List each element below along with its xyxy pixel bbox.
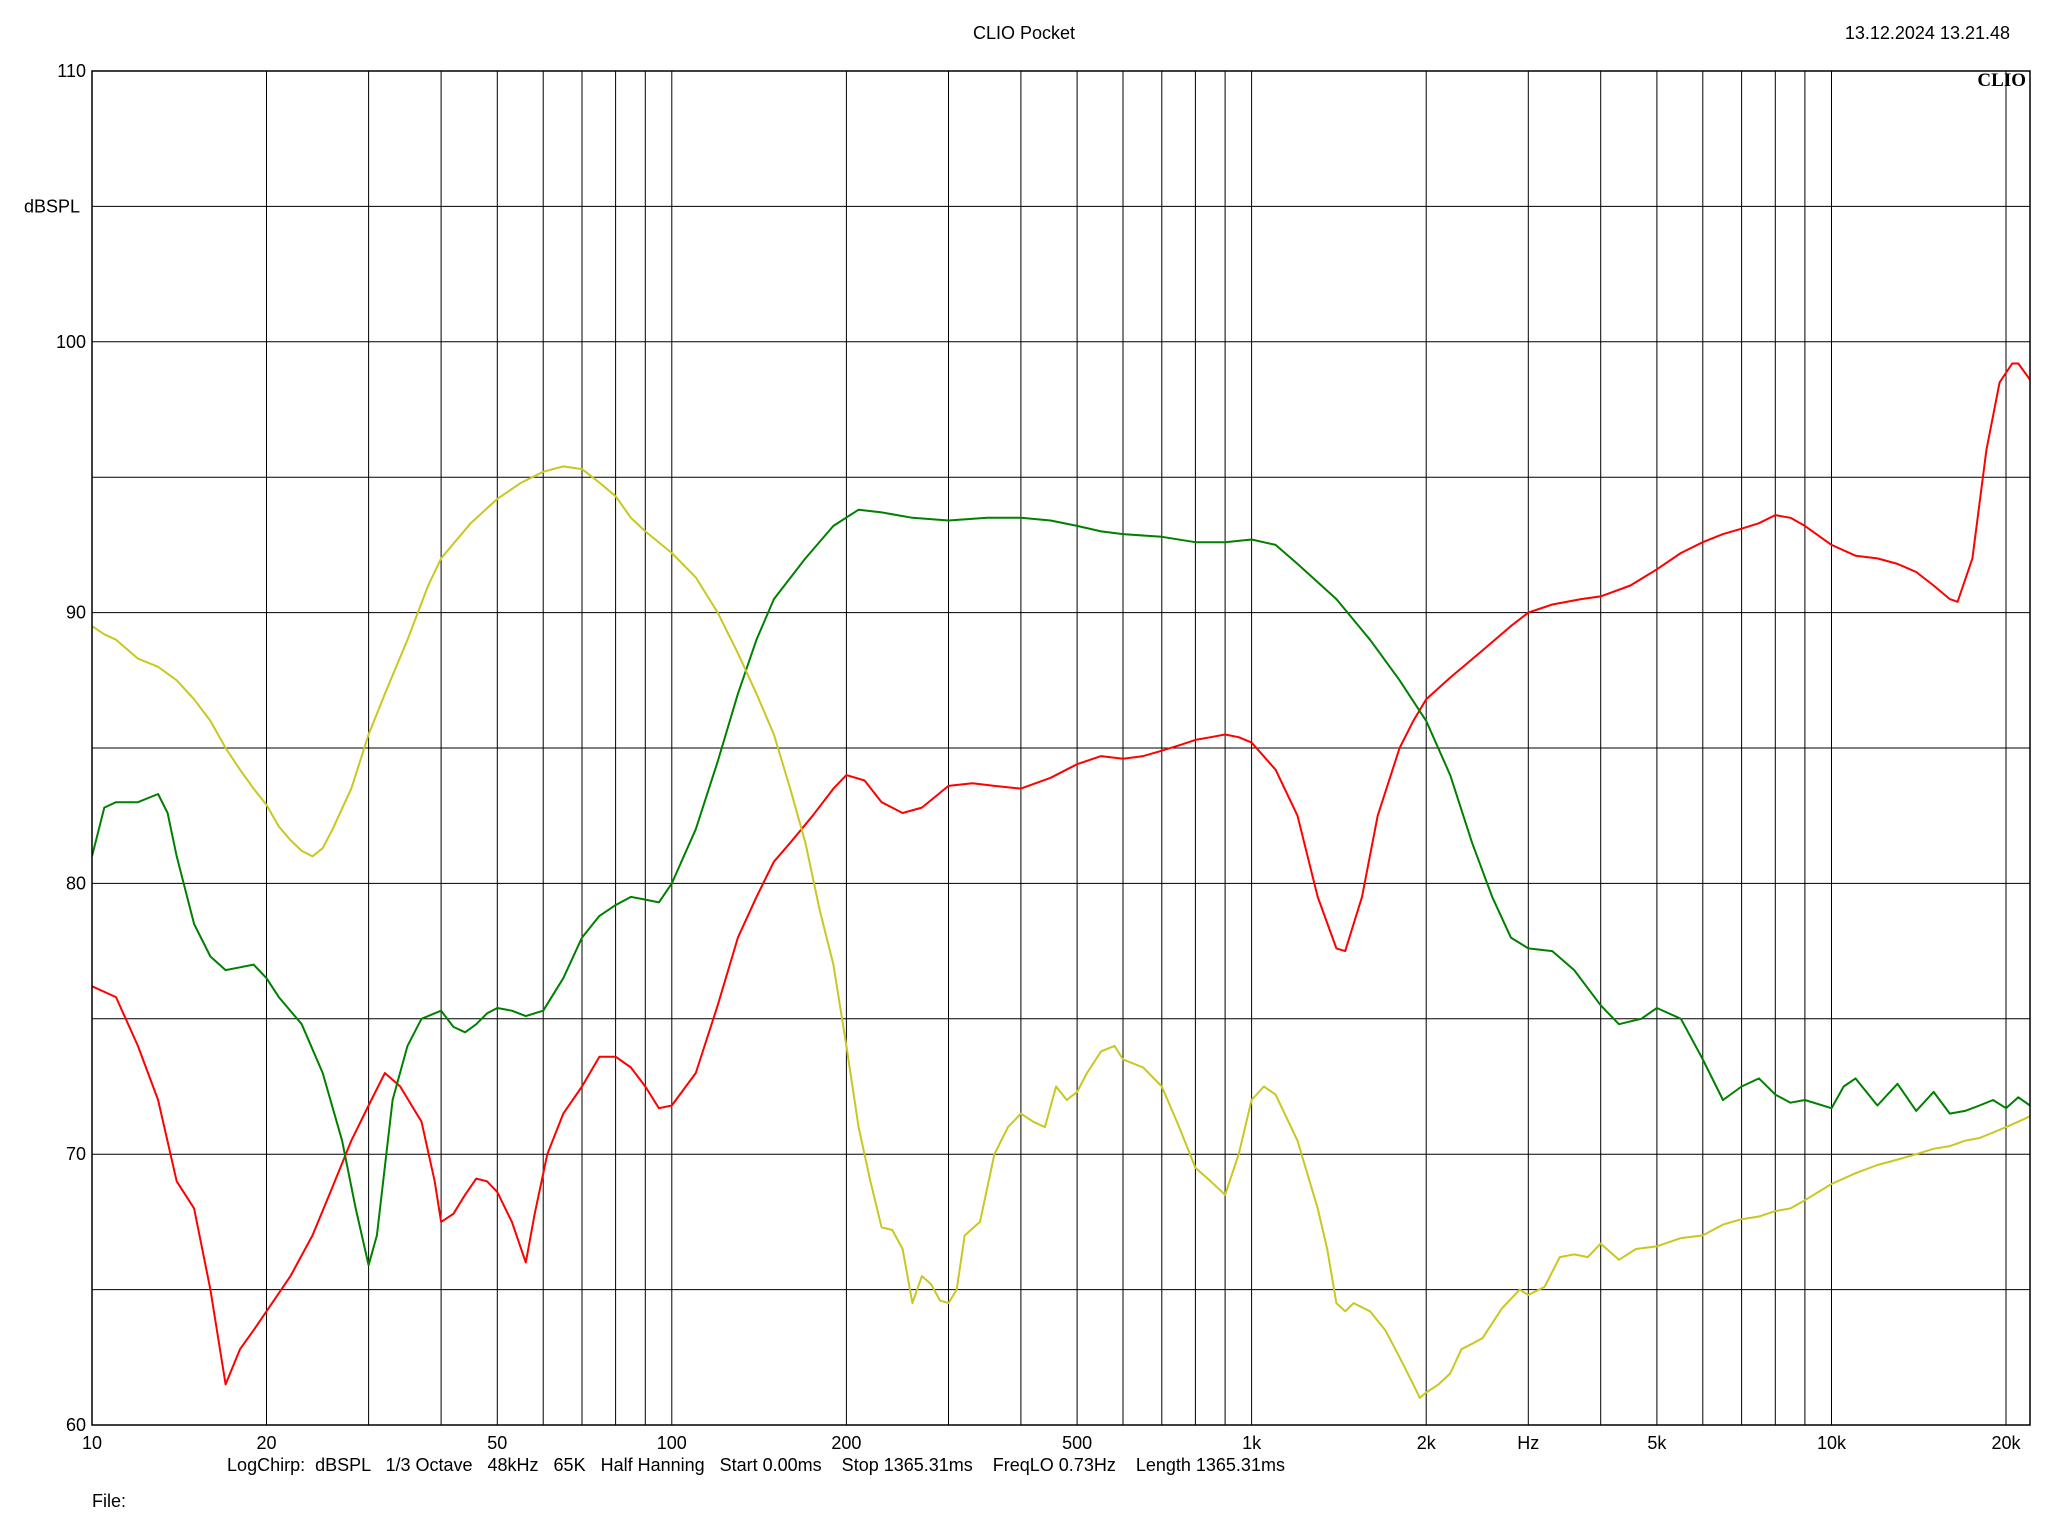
series-line-1 [92,362,2030,1386]
timestamp: 13.12.2024 13.21.48 [1844,23,2010,43]
y-tick-labels: 60 70 80 90 100 110 [56,61,86,1435]
y-tick-label: 90 [66,603,86,623]
x-tick-label: 5k [1647,1433,1667,1453]
x-tick-label: 10k [1817,1433,1847,1453]
clio-brand-logo: CLIO [1977,70,2026,91]
x-tick-label: 10 [82,1433,102,1453]
x-axis-label: Hz [1517,1433,1539,1453]
x-tick-label: 500 [1062,1433,1092,1453]
y-tick-label: 80 [66,873,86,893]
file-label: File: [92,1491,127,1511]
y-axis-label: dBSPL [24,196,80,216]
x-tick-label: 1k [1242,1433,1262,1453]
horizontal-gridlines [92,205,2030,1291]
y-tick-label: 70 [66,1144,86,1164]
x-tick-label: 200 [831,1433,861,1453]
series-lines [92,362,2030,1399]
chart-title: CLIO Pocket [972,23,1076,43]
y-tick-label: 110 [57,61,86,81]
x-tick-label: 100 [657,1433,687,1453]
plot-frame [91,70,2031,1426]
series-line-3 [92,465,2030,1399]
x-tick-label: 50 [487,1433,507,1453]
x-tick-label: 2k [1417,1433,1437,1453]
series-line-2 [92,508,2030,1267]
x-tick-label: 20k [1991,1433,2021,1453]
y-tick-label: 100 [56,332,86,352]
y-tick-label: 60 [66,1415,86,1435]
measurement-settings: LogChirp: dBSPL 1/3 Octave 48kHz 65K Hal… [227,1455,1285,1475]
x-tick-label: 20 [256,1433,276,1453]
x-tick-labels: 10 20 50 100 200 500 1k 2k 5k 10k 20k [82,1433,2022,1453]
